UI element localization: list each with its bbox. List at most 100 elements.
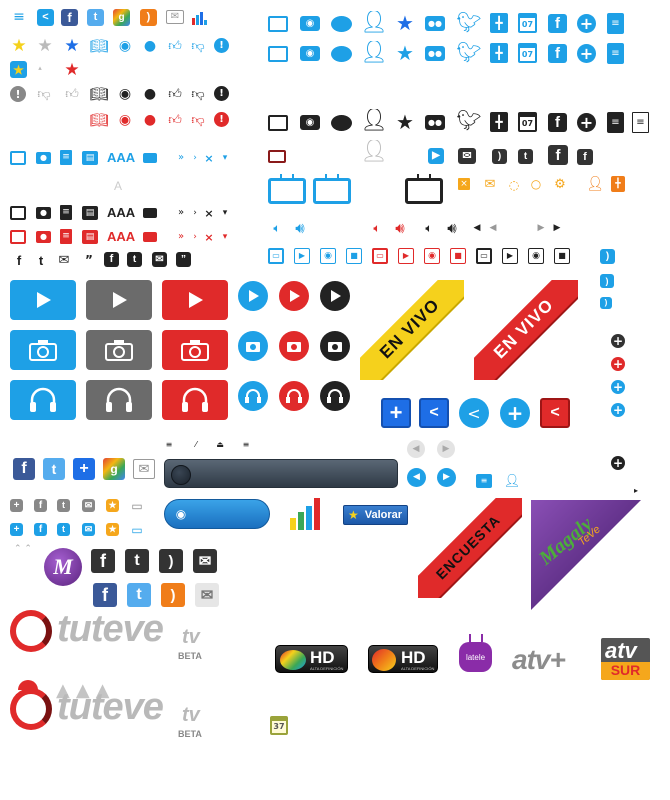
- chevron-down-icon[interactable]: ▾: [222, 207, 228, 218]
- gift-icon[interactable]: ╋: [490, 13, 508, 33]
- email-icon[interactable]: ✉: [133, 459, 155, 479]
- add-icon[interactable]: +: [577, 44, 596, 63]
- align-right-icon[interactable]: ≡: [242, 440, 250, 449]
- add-circle-button[interactable]: +: [500, 398, 530, 428]
- email-square-icon[interactable]: ✉: [152, 252, 167, 267]
- forward-icon[interactable]: ›: [193, 231, 197, 242]
- next-dark-icon[interactable]: ▶: [553, 222, 561, 233]
- comment-blue-icon[interactable]: ≡: [476, 474, 492, 488]
- thumbs-down-icon[interactable]: 👎︎: [191, 38, 205, 54]
- next-icon[interactable]: »: [177, 207, 185, 218]
- document-icon[interactable]: ≡: [60, 229, 72, 244]
- add-dark-icon[interactable]: +: [611, 456, 625, 470]
- calendar-icon[interactable]: 07: [518, 43, 537, 63]
- atvplus-logo[interactable]: atv+: [512, 644, 566, 675]
- tv-icon[interactable]: [10, 230, 26, 244]
- facebook-square-icon[interactable]: f: [104, 252, 119, 267]
- video-icon[interactable]: [143, 208, 157, 218]
- close-icon[interactable]: ×: [204, 207, 214, 219]
- prev-circle[interactable]: ◀: [407, 468, 426, 487]
- thumbs-up-dark-icon[interactable]: 👍︎: [168, 86, 182, 102]
- google-icon[interactable]: g: [113, 9, 130, 26]
- add-dark-icon[interactable]: +: [611, 334, 625, 348]
- notebook-icon[interactable]: ≡: [607, 43, 624, 64]
- camera-button-red[interactable]: [162, 330, 228, 370]
- thumbs-down-dark-icon[interactable]: 👎︎: [191, 86, 205, 102]
- comment-gray-icon[interactable]: ▭: [131, 499, 143, 512]
- gift-icon[interactable]: ╋: [490, 43, 508, 63]
- eye-dark-icon[interactable]: ◉: [118, 86, 132, 102]
- camera-mini-dark-icon[interactable]: ◉: [528, 248, 544, 264]
- atv-hd-logo[interactable]: HD ALTA DEFINICIÓN: [275, 645, 348, 673]
- font-size-icon[interactable]: AAA: [107, 205, 136, 220]
- document-icon[interactable]: ≡: [60, 150, 72, 165]
- headphones-button-gray[interactable]: [86, 380, 152, 420]
- print-icon[interactable]: ▤: [82, 151, 98, 165]
- camera-circle-red[interactable]: [279, 331, 309, 361]
- next-gray-icon[interactable]: ▶: [537, 222, 545, 233]
- play-button-gray[interactable]: [86, 280, 152, 320]
- add-blue-icon[interactable]: +: [10, 523, 23, 536]
- tv-player-dark[interactable]: [405, 174, 443, 208]
- email-orange-icon[interactable]: ✉: [484, 178, 496, 191]
- twitter-gray-icon[interactable]: t: [57, 499, 70, 512]
- print-icon[interactable]: ▤: [82, 206, 98, 220]
- camera-button-gray[interactable]: [86, 330, 152, 370]
- email-blue-icon[interactable]: ✉: [82, 523, 95, 536]
- camera-icon[interactable]: ◉: [300, 16, 320, 31]
- video-icon[interactable]: ●●: [425, 16, 445, 31]
- pencil-icon[interactable]: ⁄: [195, 440, 197, 449]
- latele-logo[interactable]: latele: [459, 634, 492, 674]
- document-icon[interactable]: ≡: [60, 205, 72, 220]
- en-vivo-ribbon-red[interactable]: EN VIVO: [474, 280, 578, 380]
- facebook-icon[interactable]: f: [61, 9, 78, 26]
- add-user-orange-icon[interactable]: 👤︎: [586, 176, 604, 192]
- user-icon[interactable]: 👤︎: [363, 11, 385, 35]
- facebook-color-icon[interactable]: f: [93, 583, 117, 607]
- next-circle[interactable]: ▶: [437, 468, 456, 487]
- user-icon[interactable]: 👤︎: [363, 109, 385, 133]
- twitter-bird-icon[interactable]: 🐦︎: [456, 10, 482, 34]
- headphones-button-red[interactable]: [162, 380, 228, 420]
- comment-red-icon[interactable]: ●: [143, 112, 157, 128]
- font-size-icon[interactable]: AAA: [107, 229, 136, 244]
- tv-mini-red-icon[interactable]: ▭: [372, 248, 388, 264]
- align-left-icon[interactable]: ≡: [165, 440, 173, 449]
- twitter-color-icon[interactable]: t: [127, 583, 151, 607]
- comment-icon[interactable]: ●: [143, 38, 157, 54]
- play-mini-red-icon[interactable]: ▶: [398, 248, 414, 264]
- next-circle-disabled[interactable]: ▶: [437, 440, 455, 458]
- video-icon[interactable]: [143, 232, 157, 242]
- chat-icon[interactable]: [331, 46, 352, 62]
- play-circle-dark[interactable]: [320, 281, 350, 311]
- star-empty-icon[interactable]: ★: [37, 37, 53, 55]
- menu-icon[interactable]: ≡: [13, 10, 25, 24]
- volume-low-red-icon[interactable]: 🔈︎: [373, 221, 381, 235]
- star-blue-icon[interactable]: ★: [64, 37, 80, 55]
- rss-square-icon[interactable]: ): [492, 149, 507, 164]
- twitter-bird-icon[interactable]: 🐦︎: [456, 108, 482, 132]
- camera-icon[interactable]: ●: [36, 207, 51, 219]
- settings-orange-icon[interactable]: ⚙: [554, 176, 566, 192]
- notebook-icon[interactable]: ≡: [607, 13, 624, 34]
- play-circle-blue[interactable]: [238, 281, 268, 311]
- add-icon[interactable]: +: [577, 113, 596, 132]
- print-icon[interactable]: ▤: [82, 230, 98, 244]
- facebook-icon[interactable]: f: [16, 253, 22, 267]
- prev-circle-disabled[interactable]: ◀: [407, 440, 425, 458]
- alert-icon[interactable]: !: [214, 38, 229, 53]
- facebook-icon[interactable]: f: [548, 44, 567, 63]
- play-square-icon[interactable]: ▶: [428, 148, 444, 164]
- twitter-dark-icon[interactable]: t: [125, 549, 149, 573]
- forward-icon[interactable]: ›: [193, 207, 197, 218]
- play-button-red[interactable]: [162, 280, 228, 320]
- share-square-button[interactable]: <: [419, 398, 449, 428]
- play-circle-red[interactable]: [279, 281, 309, 311]
- user-orange-icon[interactable]: ○: [530, 177, 542, 191]
- facebook-gray-icon[interactable]: f: [34, 499, 47, 512]
- star-icon[interactable]: ★: [396, 111, 414, 133]
- tv-red-icon[interactable]: [268, 150, 286, 163]
- g-hd-logo[interactable]: HD ALTA DEFINICIÓN: [368, 645, 438, 673]
- email-dark-icon[interactable]: ✉: [193, 549, 217, 573]
- volume-low-icon[interactable]: 🔈︎: [273, 221, 281, 235]
